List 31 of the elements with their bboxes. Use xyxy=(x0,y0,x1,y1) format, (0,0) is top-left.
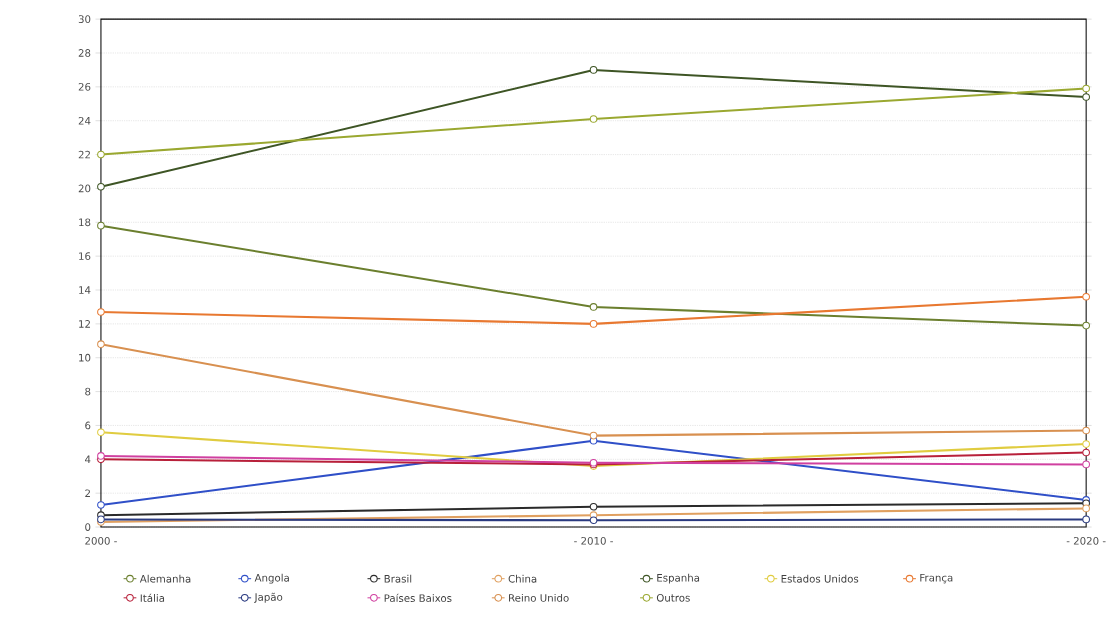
legend-label: Brasil xyxy=(384,574,412,583)
x-tick-label: - 2010 - xyxy=(574,537,613,545)
y-tick-label: 22 xyxy=(78,150,90,159)
x-tick-label: 2000 - xyxy=(85,537,117,545)
y-tick-label: 20 xyxy=(78,184,91,193)
y-tick-label: 10 xyxy=(79,353,91,362)
legend-label: China xyxy=(508,574,537,583)
y-tick-label: 6 xyxy=(85,421,91,430)
y-tick-label: 16 xyxy=(79,252,91,261)
legend-label: Alemanha xyxy=(139,574,191,583)
y-tick-label: 30 xyxy=(78,15,91,24)
y-tick-label: 0 xyxy=(85,523,91,531)
legend-label: Espanha xyxy=(657,573,700,584)
legend-label: Outros xyxy=(656,594,690,602)
legend-label: Japão xyxy=(254,592,283,603)
y-tick-label: 18 xyxy=(79,218,91,227)
legend-label: França xyxy=(920,574,953,584)
y-tick-label: 14 xyxy=(79,286,91,294)
y-tick-label: 28 xyxy=(78,49,91,57)
legend-label: Estados Unidos xyxy=(781,574,859,583)
legend-label: Países Baixos xyxy=(384,593,452,603)
legend-label: Itália xyxy=(140,593,165,603)
y-tick-label: 8 xyxy=(85,387,91,396)
legend-label: Angola xyxy=(254,573,289,584)
y-tick-label: 2 xyxy=(85,489,90,498)
y-tick-label: 4 xyxy=(85,455,91,464)
y-tick-label: 24 xyxy=(78,116,91,125)
legend-label: Reino Unido xyxy=(509,593,569,602)
y-tick-label: 12 xyxy=(79,320,90,328)
y-tick-label: 26 xyxy=(78,83,91,91)
x-tick-label: - 2020 - xyxy=(1066,537,1106,545)
